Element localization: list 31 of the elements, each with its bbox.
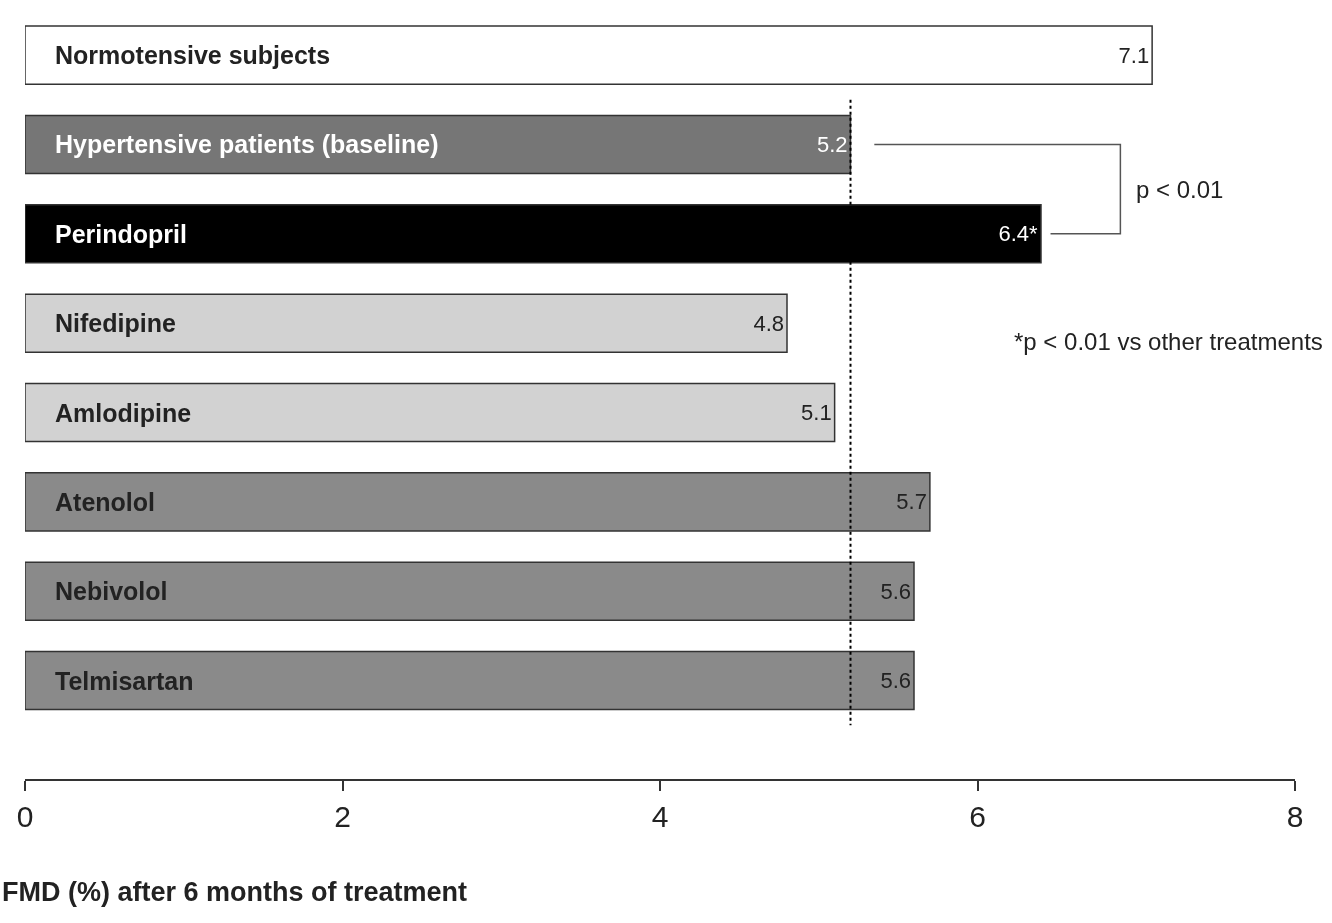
bar	[25, 561, 915, 621]
x-tick-label: 6	[969, 800, 986, 833]
data-label: 5.6	[880, 578, 911, 604]
data-label: 5.6	[880, 668, 911, 694]
bar	[25, 25, 1153, 85]
y-tick-label: Atenolol	[55, 488, 155, 516]
annotation: *p < 0.01 vs other treatments	[1014, 328, 1323, 355]
y-tick-label: Hypertensive patients (baseline)	[55, 130, 439, 158]
bar	[25, 472, 931, 532]
data-label: 5.7	[896, 489, 927, 515]
bar	[25, 650, 915, 711]
x-tick-label: 8	[1286, 800, 1304, 833]
data-label: 6.4*	[998, 221, 1038, 247]
bar	[25, 114, 852, 175]
y-tick-label: Amlodipine	[55, 399, 192, 427]
x-axis-title: FMD (%) after 6 months of treatment	[2, 877, 468, 907]
bar	[25, 293, 788, 353]
y-tick-label: Nifedipine	[55, 309, 176, 337]
bar	[25, 382, 836, 443]
annotation: p < 0.01	[1136, 176, 1224, 203]
y-tick-label: Perindopril	[55, 220, 187, 248]
x-tick-label: 4	[651, 800, 669, 833]
x-tick-label: 0	[16, 800, 34, 833]
x-tick-label: 2	[334, 800, 351, 833]
y-tick-label: Nebivolol	[55, 577, 168, 605]
data-label: 4.8	[753, 310, 784, 336]
data-label: 5.2	[816, 131, 848, 157]
y-tick-label: Telmisartan	[55, 667, 194, 695]
y-tick-label: Normotensive subjects	[55, 41, 331, 69]
data-label: 7.1	[1118, 42, 1150, 68]
data-label: 5.1	[801, 400, 832, 426]
